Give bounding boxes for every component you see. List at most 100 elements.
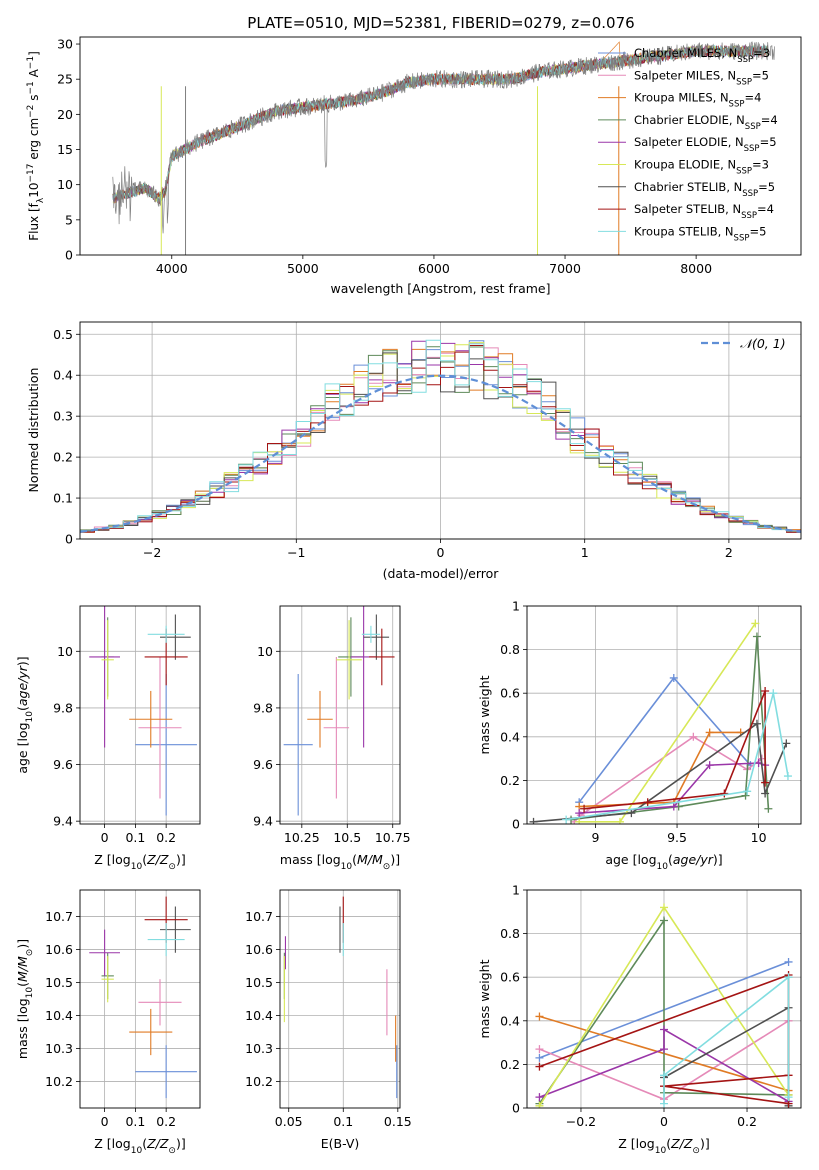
y-tick-label: 0.8 [500,926,520,941]
weight-marker [784,973,793,982]
legend-label: Salpeter STELIB, NSSP=4 [634,202,774,221]
x-axis-label: Z [log10(Z/Z⊙)] [618,1136,709,1156]
y-tick-label: 10.7 [45,909,73,924]
y-tick-label: 0.5 [53,327,73,342]
normal-curve [80,374,801,533]
axes-frame [279,605,401,825]
x-tick-label: 9 [592,830,600,845]
x-tick-label: 0.2 [156,830,176,845]
y-tick-label: 9.8 [253,700,273,715]
y-tick-label: 0.4 [53,368,73,383]
panel-age-vs-mass: 10.25 10.5 10.75 9.4 9.6 9.8 10 mass [log10(M/M… [253,605,411,872]
y-tick-label: 9.4 [253,814,273,829]
x-tick-label: 10.25 [284,830,320,845]
weight-marker [751,619,760,628]
x-tick-label: 0 [101,830,109,845]
x-axis-label: mass [log10(M/M⊙)] [280,852,400,872]
y-tick-label: 0.2 [500,1057,520,1072]
y-tick-label: 0.6 [500,970,520,985]
y-tick-label: 25 [57,72,73,87]
plot-area-mass-vs-z [89,896,197,1099]
x-tick-label: −0.2 [566,1114,596,1129]
weight-marker [769,689,778,698]
y-tick-label: 10.5 [245,975,273,990]
spectrum-legend: Chabrier MILES, NSSP=3 Salpeter MILES, NS… [598,46,778,243]
plot-area-weight-vs-z [535,903,793,1108]
weight-marker [720,789,729,798]
x-axis-label: age [log10(age/yr)] [605,852,722,872]
weight-marker [705,761,714,770]
plot-area-residuals [80,339,801,535]
plot-area-mass-vs-ebv [283,896,398,1099]
y-tick-label: 0.3 [53,409,73,424]
weight-marker [615,817,624,824]
weight-marker [761,778,770,787]
x-tick-label: 6000 [418,261,450,276]
legend-label: Kroupa STELIB, NSSP=5 [634,224,766,243]
weight-marker [669,802,678,811]
legend-label: Kroupa ELODIE, NSSP=3 [634,158,769,177]
panel-weight-vs-age: 9 9.5 10 0 0.2 0.4 0.6 0.8 1 age [log10(age/yr)] m… [477,599,802,872]
y-tick-label: 0 [65,248,73,263]
x-tick-label: 0.1 [125,1114,145,1129]
y-tick-label: 1 [512,883,520,898]
x-axis-label: Z [log10(Z/Z⊙)] [94,852,185,872]
x-tick-label: −1 [287,545,305,560]
axes-frame [526,605,802,825]
weight-marker [580,804,589,813]
y-tick-label: 10 [57,177,73,192]
y-axis-label: Normed distribution [26,368,41,493]
weight-line [573,735,763,823]
y-axis-label: Flux [fλ10−17 erg cm−2 s−1 A−1] [26,51,46,241]
weight-marker [752,719,761,728]
weight-marker [743,787,752,796]
y-axis-label: mass [log10(M/M⊙)] [15,939,35,1059]
weight-marker [689,732,698,741]
y-tick-label: 9.6 [253,757,273,772]
legend-label: Kroupa MILES, NSSP=4 [634,91,761,110]
weight-marker [643,798,652,807]
axes-frame [79,321,802,540]
y-tick-label: 0.2 [500,773,520,788]
weight-marker [784,957,793,966]
weight-line [578,676,752,803]
legend-label: Chabrier STELIB, NSSP=5 [634,180,775,199]
residual-histogram [80,345,801,534]
x-tick-label: 1 [581,545,589,560]
y-tick-label: 10.7 [245,909,273,924]
plot-area-weight-vs-age [529,619,792,824]
axes-frame [526,889,802,1109]
plot-area-age-vs-mass [283,606,395,816]
weight-marker [660,916,668,925]
y-tick-label: 0 [65,532,73,547]
weight-line [579,622,756,823]
weight-marker [784,1093,793,1102]
y-axis-label: mass weight [477,959,492,1038]
weight-marker [660,1099,668,1108]
panel-weight-vs-z: −0.2 0 0.2 0 0.2 0.4 0.6 0.8 1 Z [log10(Z/Z⊙)] mas… [477,883,802,1156]
panel-age-vs-z: 0 0.1 0.2 9.4 9.6 9.8 10 Z [log10(Z/Z⊙)] age [lo… [15,605,201,872]
y-tick-label: 10.3 [45,1041,73,1056]
legend-label: 𝒩(0, 1) [740,336,786,351]
weight-marker [575,817,584,824]
x-tick-label: 8000 [680,261,712,276]
legend-label: Chabrier MILES, NSSP=3 [634,46,770,65]
axes-frame [79,605,201,825]
x-axis-label: wavelength [Angstrom, rest frame] [330,281,550,296]
y-tick-label: 9.8 [53,700,73,715]
weight-marker [660,1071,668,1080]
legend-label: Salpeter MILES, NSSP=5 [634,68,769,87]
axes-frame [79,36,802,256]
weight-marker [535,1101,544,1108]
weight-marker [741,791,750,800]
y-tick-label: 10.4 [45,1008,73,1023]
x-tick-label: 10.5 [333,830,361,845]
axes-frame [279,889,401,1109]
weight-marker [535,1045,544,1054]
y-tick-label: 10 [57,644,73,659]
weight-marker [752,632,761,641]
weight-marker [627,809,636,818]
y-tick-label: 0 [512,817,520,832]
x-tick-label: 0.05 [275,1114,303,1129]
